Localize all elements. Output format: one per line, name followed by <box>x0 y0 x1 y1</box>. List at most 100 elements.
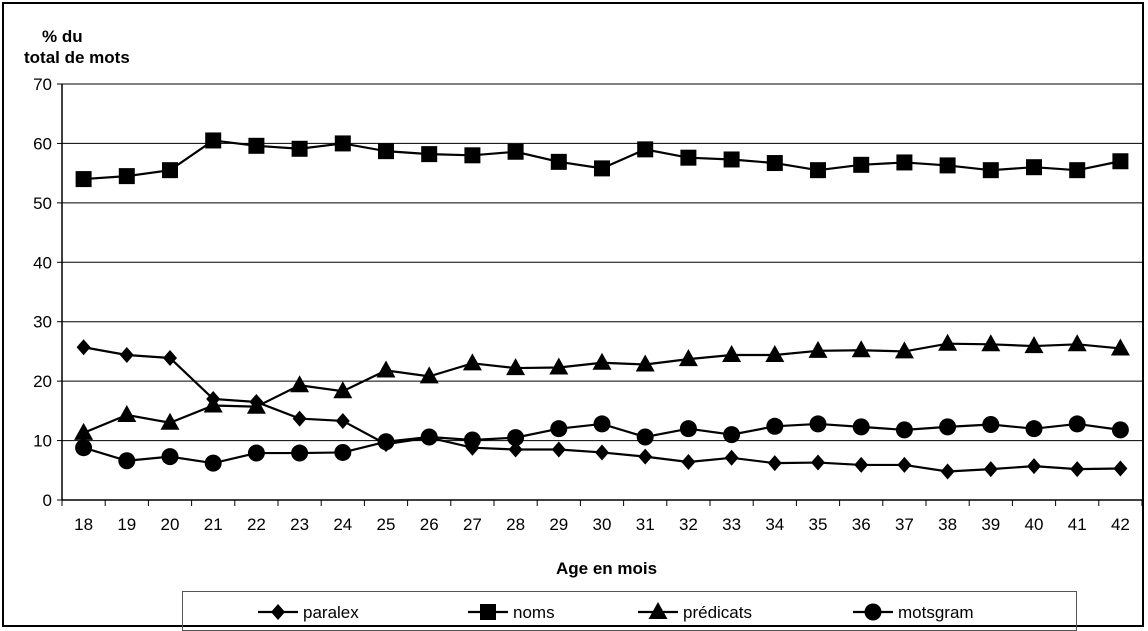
y-axis-label-line-1: % du <box>42 27 83 46</box>
data-point-predicats <box>1024 336 1044 354</box>
data-point-paralex <box>163 349 177 366</box>
data-point-motsgram <box>636 428 654 446</box>
legend-marker-paralex <box>271 604 285 620</box>
x-tick-label: 36 <box>852 515 871 534</box>
data-point-predicats <box>635 354 655 372</box>
data-point-motsgram <box>291 444 309 462</box>
y-tick-label: 20 <box>33 372 52 391</box>
data-point-noms <box>896 154 913 171</box>
x-tick-label: 24 <box>333 515 352 534</box>
data-point-predicats <box>462 353 482 371</box>
legend-label-motsgram: motsgram <box>898 603 974 622</box>
y-tick-label: 60 <box>33 134 52 153</box>
y-axis-label: % du total de mots <box>24 26 130 68</box>
data-point-motsgram <box>118 452 136 470</box>
data-point-noms <box>939 157 956 174</box>
legend-marker-noms <box>480 604 496 620</box>
data-point-motsgram <box>982 416 1000 434</box>
data-point-noms <box>982 162 999 179</box>
y-tick-label: 70 <box>33 75 52 94</box>
data-point-noms <box>507 143 524 160</box>
data-point-noms <box>853 156 870 173</box>
data-point-paralex <box>551 441 566 458</box>
series-motsgram <box>75 415 1129 472</box>
x-tick-label: 21 <box>204 515 223 534</box>
data-point-predicats <box>808 340 828 358</box>
data-point-predicats <box>333 381 353 399</box>
data-point-paralex <box>940 463 955 480</box>
data-point-noms <box>205 132 222 149</box>
data-point-paralex <box>1113 460 1128 477</box>
data-point-noms <box>550 153 567 170</box>
x-tick-label: 26 <box>420 515 439 534</box>
data-point-motsgram <box>420 428 438 446</box>
data-point-predicats <box>894 341 914 359</box>
x-tick-label: 33 <box>722 515 741 534</box>
x-tick-label: 42 <box>1111 515 1130 534</box>
data-point-predicats <box>376 360 396 378</box>
data-point-predicats <box>549 357 569 375</box>
x-tick-label: 23 <box>290 515 309 534</box>
data-point-noms <box>594 160 610 177</box>
legend-label-paralex: paralex <box>303 603 359 622</box>
x-tick-label: 29 <box>549 515 568 534</box>
y-tick-label: 50 <box>33 194 52 213</box>
data-point-paralex <box>811 454 825 471</box>
data-point-paralex <box>767 455 782 472</box>
data-point-paralex <box>638 448 653 465</box>
x-tick-label: 37 <box>895 515 914 534</box>
data-point-motsgram <box>334 443 352 461</box>
x-tick-label: 25 <box>377 515 396 534</box>
data-point-paralex <box>681 453 696 470</box>
y-axis-label-line-2: total de mots <box>24 48 130 67</box>
data-point-motsgram <box>550 420 568 438</box>
legend: paralex noms prédicats motsgram <box>182 591 1077 631</box>
x-tick-label: 27 <box>463 515 482 534</box>
data-point-noms <box>766 155 783 172</box>
data-point-motsgram <box>895 421 913 439</box>
x-tick-label: 30 <box>593 515 612 534</box>
y-tick-label: 40 <box>33 253 52 272</box>
data-point-motsgram <box>1025 420 1043 438</box>
x-tick-label: 34 <box>765 515 784 534</box>
data-point-noms <box>118 168 135 185</box>
legend-label-predicats: prédicats <box>683 603 752 622</box>
data-point-noms <box>75 171 92 188</box>
data-point-motsgram <box>766 417 784 435</box>
series-noms <box>75 132 1129 188</box>
x-tick-label: 40 <box>1025 515 1044 534</box>
data-point-predicats <box>203 395 223 413</box>
data-point-noms <box>334 135 351 152</box>
data-point-predicats <box>506 358 526 376</box>
legend-marker-predicats <box>648 602 668 619</box>
data-point-noms <box>291 140 308 157</box>
data-point-motsgram <box>161 448 179 466</box>
data-point-predicats <box>1067 334 1087 352</box>
data-point-paralex <box>119 346 134 363</box>
data-point-noms <box>810 162 826 179</box>
data-point-motsgram <box>593 415 611 433</box>
data-point-predicats <box>722 344 742 362</box>
data-point-motsgram <box>377 433 395 451</box>
legend-marker-motsgram <box>864 603 882 621</box>
x-tick-label: 31 <box>636 515 655 534</box>
x-tick-label: 19 <box>117 515 136 534</box>
data-point-paralex <box>76 339 91 356</box>
data-point-noms <box>162 162 178 179</box>
data-point-paralex <box>724 449 739 466</box>
data-point-paralex <box>335 412 350 429</box>
data-point-predicats <box>246 396 266 414</box>
data-point-predicats <box>117 405 137 423</box>
data-point-paralex <box>897 456 912 473</box>
data-point-motsgram <box>809 415 827 433</box>
data-point-noms <box>248 137 265 154</box>
x-tick-label: 32 <box>679 515 698 534</box>
data-point-motsgram <box>507 429 525 447</box>
data-point-noms <box>723 151 740 168</box>
data-point-noms <box>378 143 394 160</box>
data-point-noms <box>1069 162 1086 179</box>
data-point-noms <box>637 141 654 158</box>
x-tick-label: 39 <box>981 515 1000 534</box>
data-point-paralex <box>854 456 869 473</box>
